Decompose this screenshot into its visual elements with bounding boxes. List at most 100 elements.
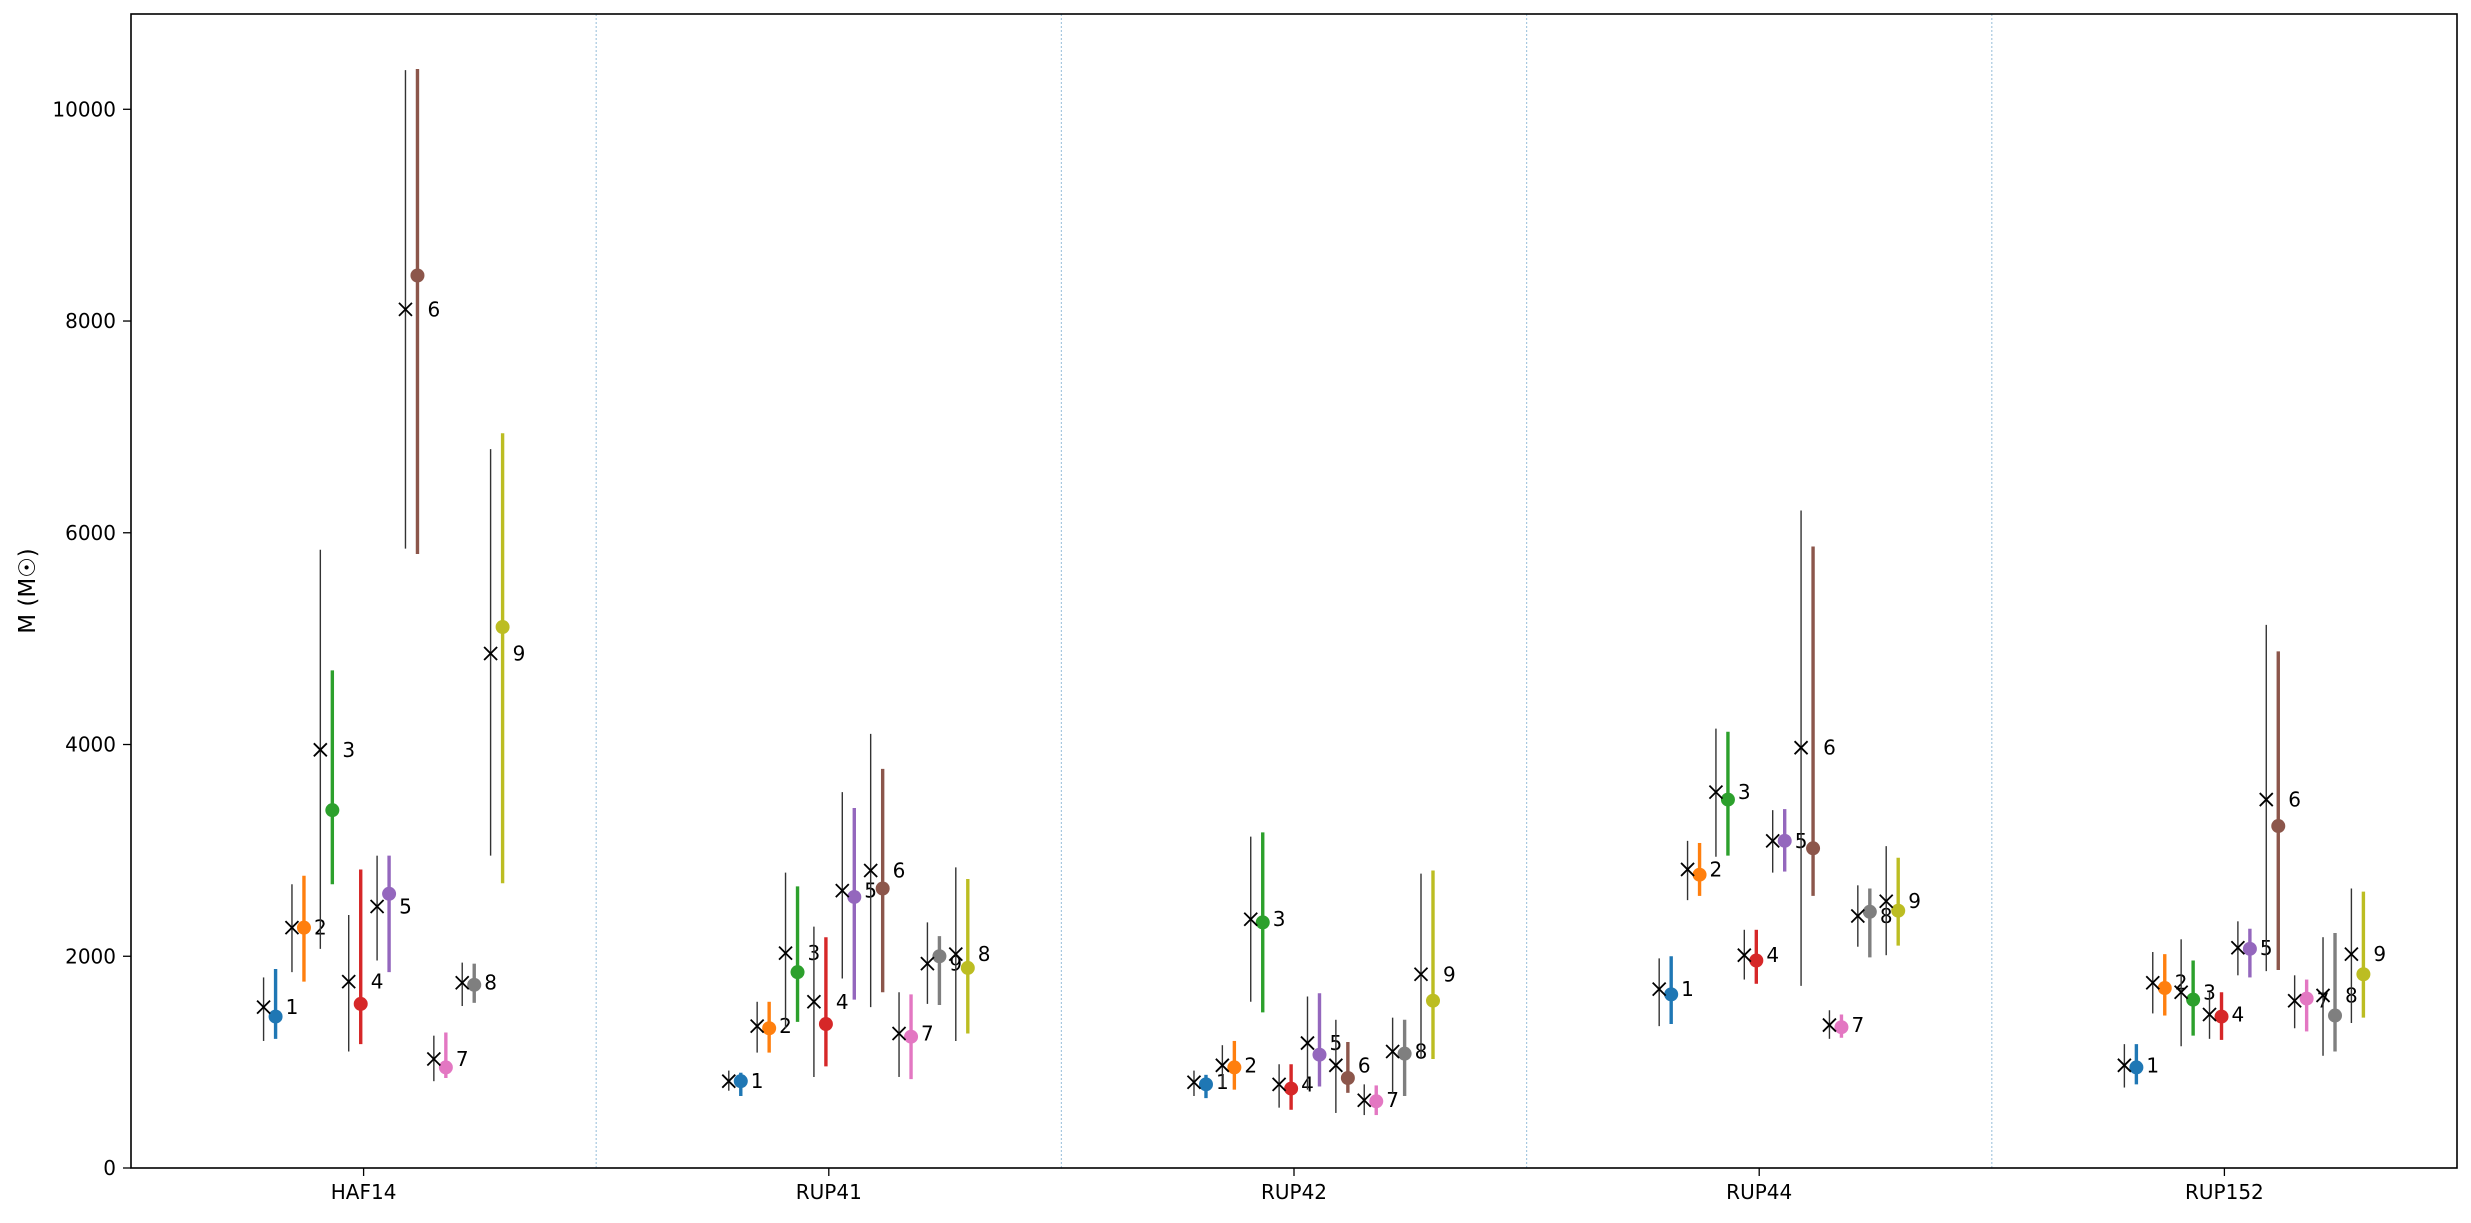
cross-stroke [2202, 1007, 2217, 1022]
cross-marker [1879, 894, 1894, 909]
point-marker [467, 977, 482, 992]
cross-marker [863, 863, 878, 878]
cross-stroke [1708, 785, 1724, 800]
point-marker [2129, 1060, 2144, 1075]
member-label: 1 [2146, 1053, 2159, 1077]
member-label: 9 [513, 641, 526, 665]
cross-marker [455, 975, 470, 990]
point-marker [1692, 867, 1707, 882]
cross-marker [1793, 740, 1809, 755]
cross-stroke [1737, 948, 1752, 963]
cross-marker [750, 1018, 765, 1034]
y-tick-label: 4000 [65, 733, 116, 757]
cross-marker [341, 974, 356, 989]
cross-marker [1385, 1044, 1400, 1059]
cross-stroke [369, 899, 385, 914]
cross-marker [2287, 993, 2302, 1008]
cross-stroke [2344, 947, 2359, 962]
cross-marker [1737, 948, 1752, 963]
cross-stroke [1271, 1077, 1287, 1092]
cross-marker [1215, 1058, 1230, 1073]
cross-stroke [455, 975, 470, 990]
member-label: 4 [1766, 943, 1779, 967]
y-tick-label: 10000 [52, 97, 116, 121]
cross-stroke [2287, 993, 2302, 1008]
plot-frame [130, 13, 2458, 1169]
cross-marker [1765, 833, 1780, 848]
member-label: 6 [2288, 788, 2301, 812]
point-marker [960, 960, 975, 975]
member-label: 9 [1443, 962, 1456, 986]
cross-marker [835, 883, 850, 898]
cross-marker [948, 947, 963, 962]
cross-stroke [256, 999, 271, 1015]
point-marker [1369, 1094, 1384, 1109]
x-tick-label: RUP152 [2185, 1180, 2264, 1204]
y-axis-label: M (M☉) [15, 548, 41, 634]
point-marker [847, 889, 862, 904]
cross-marker [2145, 975, 2160, 990]
cross-stroke [2174, 985, 2189, 1000]
member-label: 5 [399, 894, 412, 918]
point-marker [353, 996, 368, 1011]
cross-stroke [2230, 940, 2246, 955]
cross-marker [1708, 785, 1724, 800]
point-marker [1340, 1071, 1355, 1086]
cross-marker [1822, 1017, 1837, 1033]
point-marker [2299, 991, 2314, 1006]
point-marker [2186, 992, 2201, 1007]
member-label: 7 [456, 1047, 469, 1071]
cross-marker [2344, 947, 2359, 962]
point-marker [1777, 833, 1792, 848]
member-label: 6 [427, 297, 440, 321]
cross-stroke [835, 883, 850, 898]
cross-stroke [1680, 862, 1695, 877]
cross-marker [1357, 1093, 1372, 1108]
cross-stroke [1243, 912, 1258, 927]
cross-stroke [1186, 1075, 1202, 1090]
x-tick-label: RUP44 [1726, 1180, 1792, 1204]
point-marker [1227, 1060, 1242, 1075]
member-label: 4 [371, 970, 384, 994]
y-tick-label: 6000 [65, 521, 116, 545]
cross-stroke [1215, 1058, 1230, 1073]
cross-stroke [1822, 1017, 1837, 1033]
point-marker [932, 949, 947, 964]
cross-stroke [313, 742, 328, 757]
member-label: 2 [1710, 857, 1723, 881]
cross-stroke [1328, 1058, 1344, 1073]
member-label: 4 [836, 990, 849, 1014]
cross-marker [1850, 908, 1865, 924]
cross-stroke [1652, 981, 1667, 997]
cross-stroke [2259, 792, 2274, 807]
cross-marker [2259, 792, 2274, 807]
point-marker [1284, 1081, 1299, 1096]
member-label: 2 [1244, 1053, 1257, 1077]
point-marker [2242, 941, 2257, 956]
cross-marker [2202, 1007, 2217, 1022]
point-marker [1664, 987, 1679, 1002]
point-marker [904, 1029, 919, 1044]
cross-stroke [778, 945, 793, 961]
x-tick-label: HAF14 [331, 1180, 397, 1204]
point-marker [382, 886, 397, 901]
point-marker [875, 881, 890, 896]
cross-stroke [1385, 1044, 1400, 1059]
member-label: 7 [1386, 1088, 1399, 1112]
cross-stroke [1413, 967, 1429, 982]
cross-stroke [341, 974, 356, 989]
member-label: 8 [978, 942, 991, 966]
point-marker [1312, 1047, 1327, 1062]
cross-stroke [920, 956, 935, 971]
cross-marker [1186, 1075, 1202, 1090]
point-marker [2157, 981, 2172, 996]
cross-marker [2315, 988, 2331, 1003]
point-marker [495, 619, 510, 634]
point-marker [296, 920, 311, 935]
cross-stroke [863, 863, 878, 878]
cross-stroke [1850, 908, 1865, 924]
